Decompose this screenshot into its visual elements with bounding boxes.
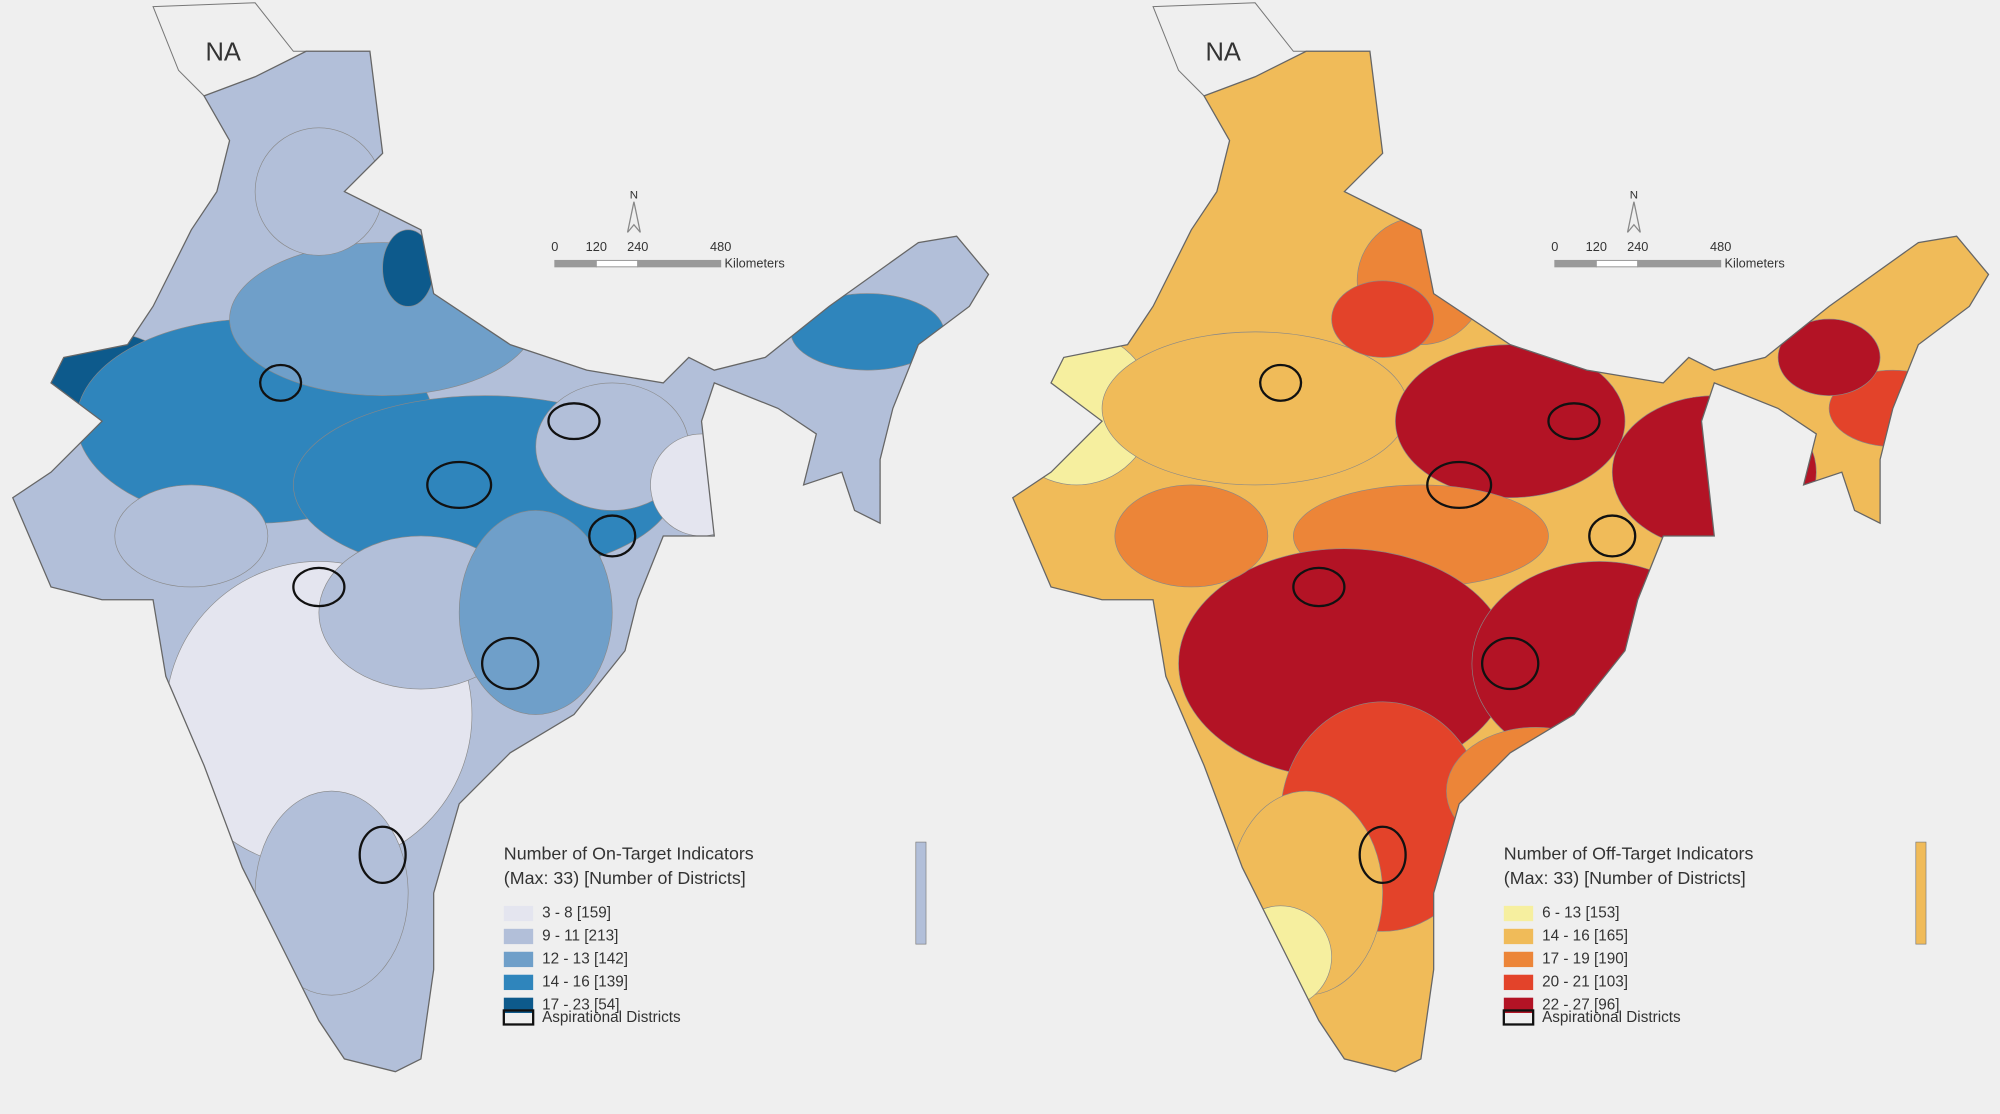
aspirational-outline — [1259, 363, 1303, 402]
district-patch — [382, 229, 434, 307]
legend-swatch — [503, 905, 534, 922]
na-label: NA — [205, 39, 240, 67]
legend-outline-label: Aspirational Districts — [1542, 1009, 1681, 1026]
district-patches — [25, 127, 945, 996]
district-patch — [1331, 280, 1434, 358]
scale-segment — [595, 259, 639, 268]
legend-swatch — [503, 951, 534, 968]
map-panel: NA N 0 120 240 480 Kilometers Number of Off-Tar… — [1011, 2, 1990, 1073]
legend-label: 17 - 19 [190] — [1542, 950, 1628, 967]
district-patch — [1777, 318, 1881, 396]
scale-tick-label: 240 — [1627, 239, 1648, 254]
scale-tick-label: 120 — [1586, 239, 1607, 254]
legend-outline-swatch — [1502, 1009, 1535, 1026]
north-label: N — [630, 189, 638, 201]
islands — [915, 841, 927, 945]
aspirational-outline — [292, 566, 346, 608]
scale-unit: Kilometers — [1724, 256, 1784, 271]
country-outline — [1011, 50, 1990, 1073]
legend-title: Number of Off-Target Indicators — [1504, 844, 1754, 864]
legend-label: 22 - 27 [96] — [1542, 996, 1619, 1013]
district-patch — [650, 433, 753, 537]
scale-segment — [637, 259, 722, 268]
legend-label: 14 - 16 [139] — [542, 973, 628, 990]
legend-swatch — [503, 997, 534, 1013]
aspirational-outline — [1588, 514, 1637, 558]
legend-swatch — [503, 928, 534, 945]
north-arrow — [626, 201, 641, 233]
district-patch — [254, 127, 383, 256]
country-outline — [11, 50, 990, 1073]
legend-swatch — [503, 974, 534, 991]
north-arrow — [1626, 201, 1641, 233]
legend-title: (Max: 33) [Number of Districts] — [1504, 868, 1746, 888]
scale-tick-label: 0 — [551, 239, 558, 254]
scale-tick-label: 240 — [627, 239, 648, 254]
aspirational-outline — [1547, 402, 1601, 441]
aspirational-outline — [426, 460, 493, 510]
aspirational-outline — [1480, 636, 1540, 691]
legend-outline-label: Aspirational Districts — [542, 1009, 681, 1026]
aspirational-outline — [259, 363, 303, 402]
na-label: NA — [1205, 39, 1240, 67]
aspirational-outline — [1426, 460, 1493, 510]
legend-title: Number of On-Target Indicators — [504, 844, 754, 864]
map-panel: NA N 0 120 240 480 Kilometers Number of On-Targ… — [11, 2, 990, 1073]
aspirational-outline — [358, 825, 407, 885]
district-patch — [1446, 726, 1626, 856]
scale-tick-label: 480 — [710, 239, 731, 254]
district-patch — [114, 484, 269, 588]
legend-label: 20 - 21 [103] — [1542, 973, 1628, 990]
legend-swatch — [1503, 928, 1534, 945]
district-patch — [1229, 905, 1332, 1009]
scale-segment — [1637, 259, 1722, 268]
district-patch — [458, 510, 613, 715]
scale-segment — [554, 259, 597, 268]
aspirational-outline — [480, 636, 540, 691]
scale-segment — [1554, 259, 1597, 268]
district-patch — [790, 293, 945, 371]
district-patch — [254, 790, 409, 996]
islands — [1915, 841, 1927, 945]
scale-unit: Kilometers — [724, 256, 784, 271]
legend-outline-swatch — [502, 1009, 535, 1026]
legend-swatch — [1503, 951, 1534, 968]
scale-tick-label: 0 — [1551, 239, 1558, 254]
north-label: N — [1630, 189, 1638, 201]
district-patch — [1114, 484, 1269, 588]
legend-label: 17 - 23 [54] — [542, 996, 619, 1013]
scale-tick-label: 120 — [586, 239, 607, 254]
legend-swatch — [1503, 997, 1534, 1013]
legend-label: 3 - 8 [159] — [542, 905, 611, 922]
legend-label: 12 - 13 [142] — [542, 950, 628, 967]
legend-label: 14 - 16 [165] — [1542, 928, 1628, 945]
scale-segment — [1595, 259, 1639, 268]
aspirational-outline — [547, 402, 601, 441]
legend-title: (Max: 33) [Number of Districts] — [504, 868, 746, 888]
aspirational-outline — [1292, 566, 1346, 608]
legend-label: 9 - 11 [213] — [542, 928, 618, 945]
legend-label: 6 - 13 [153] — [1542, 905, 1619, 922]
aspirational-outline — [588, 514, 637, 558]
legend-swatch — [1503, 905, 1534, 922]
legend-swatch — [1503, 974, 1534, 991]
district-patch — [1611, 395, 1817, 550]
aspirational-outline — [1358, 825, 1407, 885]
district-patch — [1101, 331, 1409, 486]
scale-tick-label: 480 — [1710, 239, 1731, 254]
